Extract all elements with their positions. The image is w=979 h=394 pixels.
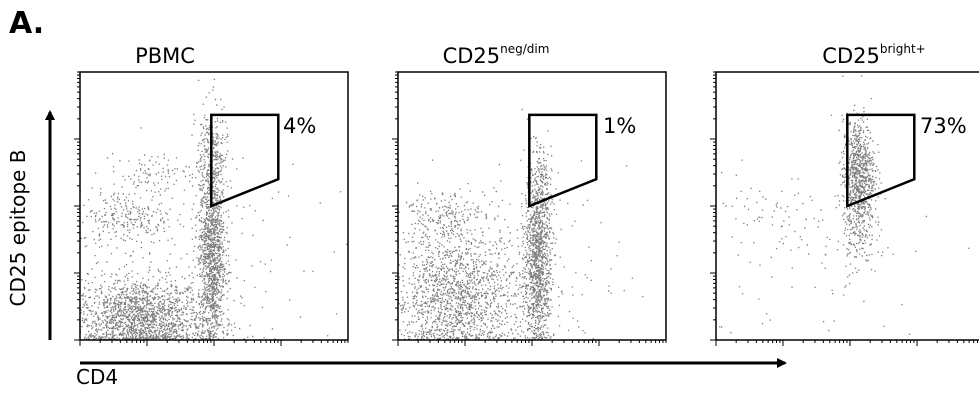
dot-plot-panel-2 [392,71,667,346]
event-dot-cloud [398,108,644,340]
gate-percent-cd25-bright: 73% [920,114,967,138]
gate-polygon [528,113,598,208]
event-dot-cloud [80,78,348,340]
gate-polygon [846,113,916,208]
panel-title-superscript: bright+ [879,42,926,56]
panel-title-cd25-bright: CD25bright+ [822,42,925,68]
gate-percent-cd25-neg-dim: 1% [603,114,637,138]
panel-title-text: PBMC [135,44,195,68]
panel-title-text: CD25 [822,44,880,68]
x-axis-label: CD4 [76,365,119,389]
panel-title-text: CD25 [442,44,501,68]
figure-panel-label: A. [9,6,45,41]
event-dots [716,75,970,340]
axis-ticks [392,71,667,346]
dot-plot-panel-3 [710,71,979,346]
panel-title-cd25-neg-dim: CD25neg/dim [443,42,550,68]
event-dot-cloud [716,75,970,340]
gate-percent-pbmc: 4% [283,114,317,138]
axis-ticks [74,71,349,346]
gate-polygon [210,113,280,208]
panel-title-pbmc: PBMC [135,42,195,68]
panel-title-superscript: neg/dim [500,42,550,56]
axis-ticks [710,71,979,346]
dot-plot-panel-1 [74,71,349,346]
event-dots [398,108,644,340]
event-dots [80,78,348,340]
